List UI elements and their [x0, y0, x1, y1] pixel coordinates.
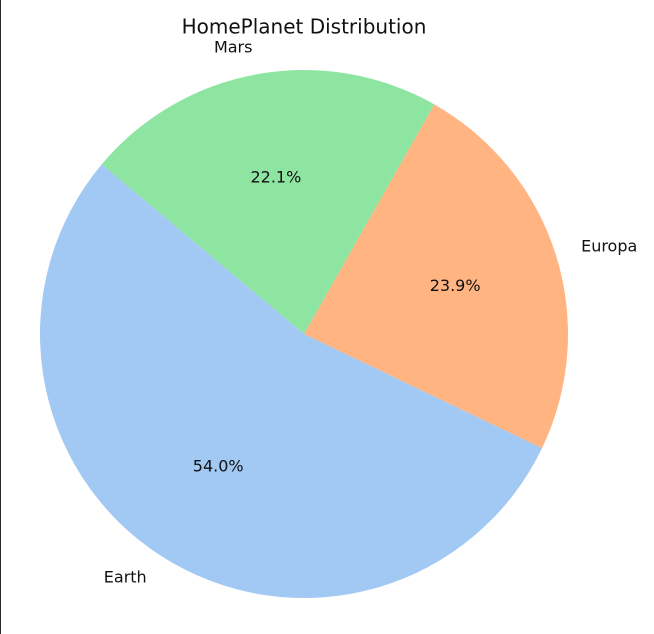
slice-label-europa: Europa	[581, 237, 637, 256]
slice-label-mars: Mars	[214, 38, 253, 57]
pie-slice-earth	[40, 164, 543, 598]
slice-percent-mars: 22.1%	[250, 168, 301, 187]
pie-slices	[40, 69, 568, 598]
left-border	[0, 0, 1, 634]
pie-labels: 54.0% Earth 23.9% Europa 22.1% Mars	[104, 38, 638, 587]
slice-label-earth: Earth	[104, 568, 147, 587]
slice-percent-earth: 54.0%	[193, 457, 244, 476]
pie-slice-europa	[304, 104, 568, 449]
slice-percent-europa: 23.9%	[430, 276, 481, 295]
chart-title: HomePlanet Distribution	[182, 15, 427, 39]
pie-slice-mars	[101, 69, 435, 334]
